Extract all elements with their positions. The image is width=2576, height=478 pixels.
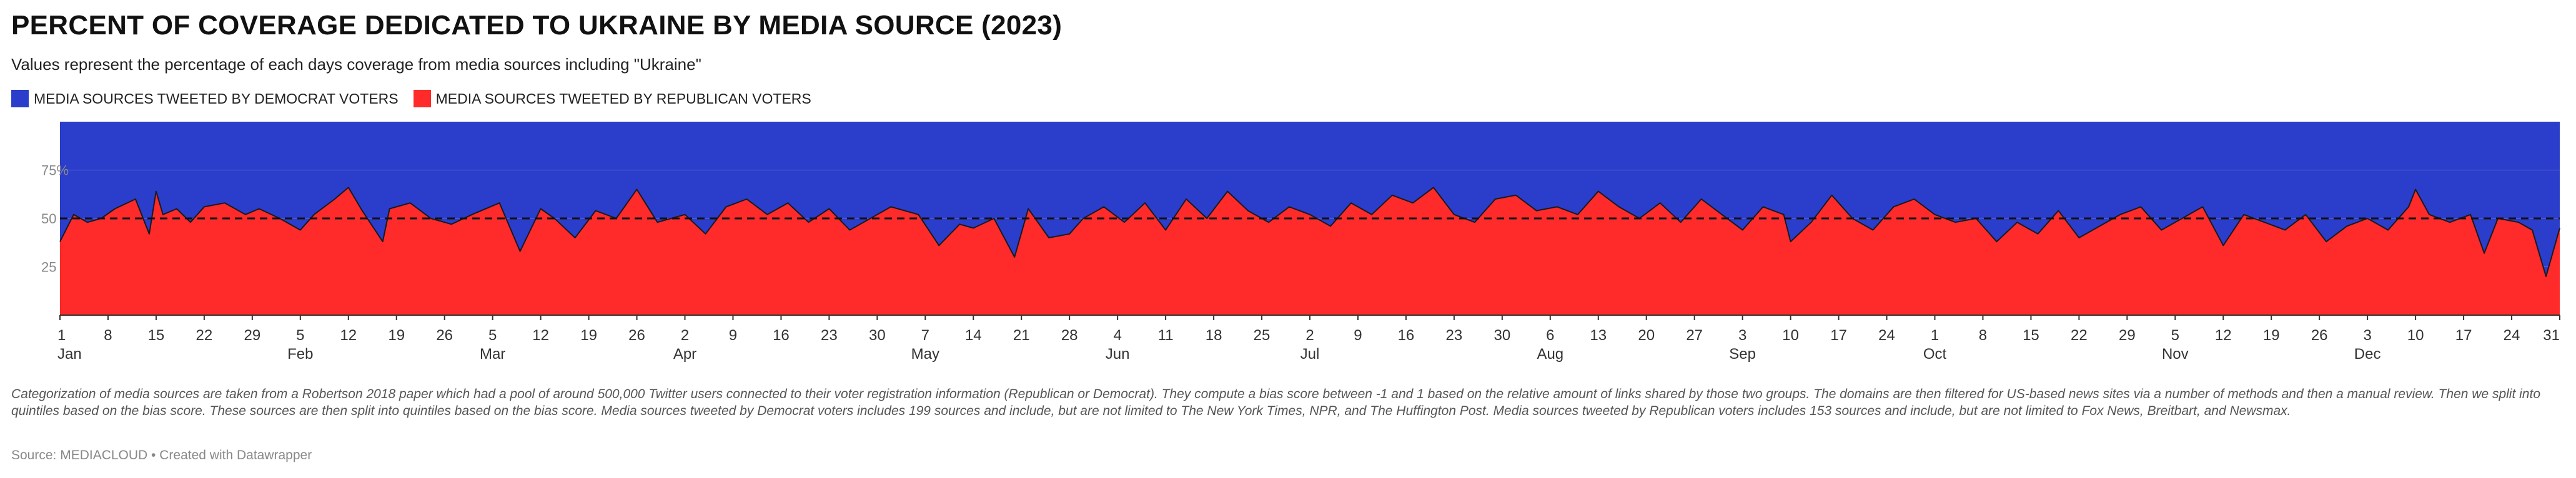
x-tick-day-label: 25 <box>1254 327 1271 344</box>
x-tick-day-label: 26 <box>628 327 645 344</box>
x-tick-day-label: 14 <box>965 327 982 344</box>
x-tick-month-label: Sep <box>1729 346 1756 363</box>
x-tick-day-label: 6 <box>1546 327 1554 344</box>
y-tick-label-25: 25 <box>41 260 56 275</box>
republican-area <box>60 187 2560 315</box>
x-tick-day-label: 5 <box>296 327 304 344</box>
x-tick-day-label: 7 <box>921 327 929 344</box>
x-tick-day-label: 17 <box>2455 327 2472 344</box>
legend-label-republican: MEDIA SOURCES TWEETED BY REPUBLICAN VOTE… <box>435 90 811 107</box>
x-tick-month-label: Jan <box>57 346 82 363</box>
methodology-notes: Categorization of media sources are take… <box>11 387 2541 418</box>
x-tick-day-label: 12 <box>532 327 549 344</box>
x-tick-day-label: 10 <box>2407 327 2424 344</box>
x-tick-day-label: 27 <box>1686 327 1703 344</box>
boundary-line <box>59 187 2560 277</box>
x-tick-day-label: 22 <box>2071 327 2088 344</box>
x-tick-month-label: Feb <box>287 346 313 363</box>
y-tick-label-50: 50 <box>41 211 56 227</box>
x-tick-day-label: 29 <box>244 327 260 344</box>
x-tick-day-label: 21 <box>1013 327 1030 344</box>
x-tick-day-label: 2 <box>1305 327 1314 344</box>
x-tick-month-label: Apr <box>673 346 696 363</box>
x-tick-day-label: 17 <box>1830 327 1847 344</box>
x-tick-day-label: 19 <box>580 327 597 344</box>
x-tick-day-label: 26 <box>436 327 453 344</box>
x-tick-month-label: Oct <box>1923 346 1947 363</box>
x-tick-day-label: 8 <box>104 327 112 344</box>
x-tick-day-label: 24 <box>2504 327 2520 344</box>
x-tick-day-label: 10 <box>1782 327 1799 344</box>
x-tick-day-label: 5 <box>488 327 497 344</box>
x-tick-day-label: 16 <box>773 327 790 344</box>
x-tick-day-label: 19 <box>388 327 405 344</box>
source-credit: Source: MEDIACLOUD • Created with Datawr… <box>11 448 312 462</box>
x-tick-month-label: Aug <box>1537 346 1563 363</box>
x-tick-day-label: 24 <box>1878 327 1895 344</box>
x-tick-day-label: 9 <box>729 327 737 344</box>
legend-item-democrat: MEDIA SOURCES TWEETED BY DEMOCRAT VOTERS <box>11 90 399 107</box>
x-tick-day-label: 1 <box>1931 327 1939 344</box>
x-tick-day-label: 31 <box>2543 327 2560 344</box>
x-tick-day-label: 1 <box>57 327 66 344</box>
x-tick-day-label: 15 <box>2023 327 2039 344</box>
x-tick-month-label: May <box>911 346 939 363</box>
x-tick-day-label: 23 <box>821 327 838 344</box>
x-tick-day-label: 5 <box>2171 327 2179 344</box>
x-tick-day-label: 28 <box>1061 327 1078 344</box>
x-tick-day-label: 3 <box>2363 327 2371 344</box>
chart-subtitle: Values represent the percentage of each … <box>11 55 701 74</box>
x-tick-day-label: 29 <box>2119 327 2136 344</box>
x-tick-day-label: 2 <box>681 327 689 344</box>
x-tick-day-label: 23 <box>1446 327 1463 344</box>
x-tick-day-label: 12 <box>340 327 357 344</box>
legend-label-democrat: MEDIA SOURCES TWEETED BY DEMOCRAT VOTERS <box>34 90 399 107</box>
x-tick-day-label: 4 <box>1113 327 1121 344</box>
legend: MEDIA SOURCES TWEETED BY DEMOCRAT VOTERS… <box>11 90 826 107</box>
x-tick-day-label: 30 <box>869 327 886 344</box>
x-tick-day-label: 18 <box>1206 327 1222 344</box>
x-tick-day-label: 19 <box>2263 327 2280 344</box>
x-tick-day-label: 13 <box>1590 327 1607 344</box>
x-tick-day-label: 8 <box>1979 327 1987 344</box>
x-tick-day-label: 11 <box>1158 327 1174 344</box>
y-tick-label-75: 75% <box>41 163 69 178</box>
legend-swatch-republican <box>413 90 431 107</box>
x-tick-month-label: Mar <box>480 346 505 363</box>
x-tick-month-label: Dec <box>2354 346 2381 363</box>
x-tick-day-label: 15 <box>148 327 165 344</box>
x-tick-month-label: Jul <box>1300 346 1320 363</box>
chart-title: PERCENT OF COVERAGE DEDICATED TO UKRAINE… <box>11 10 1063 41</box>
x-tick-day-label: 12 <box>2215 327 2232 344</box>
x-tick-day-label: 26 <box>2311 327 2328 344</box>
legend-item-republican: MEDIA SOURCES TWEETED BY REPUBLICAN VOTE… <box>413 90 811 107</box>
x-tick-month-label: Jun <box>1106 346 1130 363</box>
x-tick-day-label: 30 <box>1494 327 1510 344</box>
x-tick-day-label: 16 <box>1398 327 1415 344</box>
x-tick-month-label: Nov <box>2162 346 2189 363</box>
x-tick-day-label: 3 <box>1738 327 1746 344</box>
x-tick-day-label: 22 <box>196 327 213 344</box>
x-tick-day-label: 9 <box>1354 327 1362 344</box>
x-tick-day-label: 20 <box>1638 327 1655 344</box>
legend-swatch-democrat <box>11 90 29 107</box>
